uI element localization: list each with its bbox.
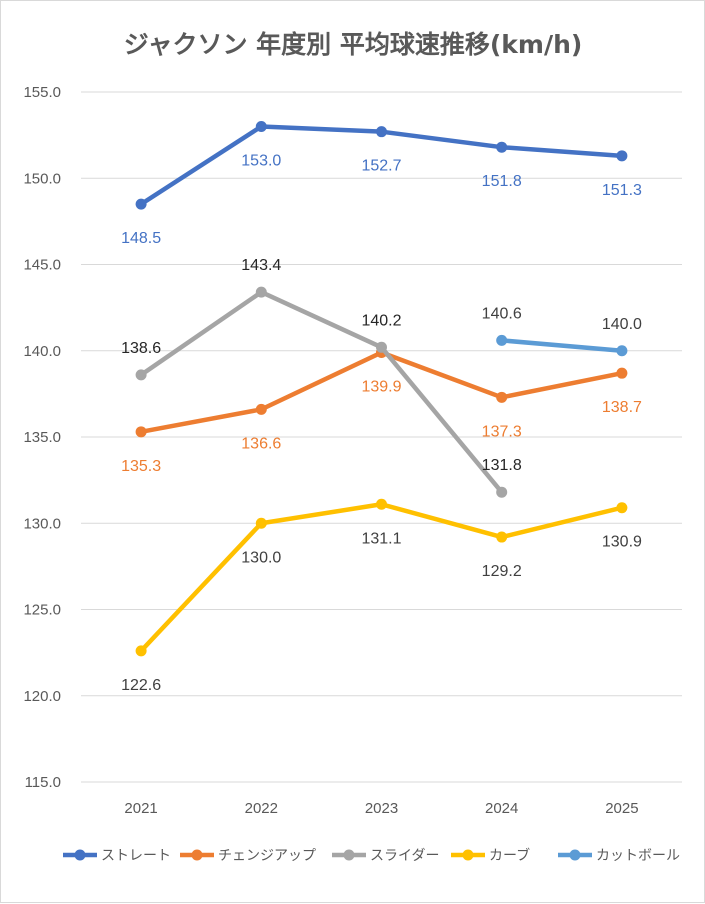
legend-swatch-marker — [74, 849, 86, 861]
data-point — [496, 141, 508, 153]
data-label: 130.9 — [602, 534, 642, 551]
x-tick-label: 2022 — [245, 800, 278, 817]
series-lines — [135, 121, 628, 657]
series-line — [138, 502, 625, 654]
series-line — [138, 289, 504, 495]
legend-label: カーブ — [489, 847, 530, 864]
data-point — [376, 498, 387, 510]
data-point — [376, 126, 387, 138]
series-line — [499, 338, 625, 353]
data-point — [496, 531, 508, 543]
y-tick-label: 155.0 — [23, 84, 61, 101]
data-label: 122.6 — [121, 677, 161, 694]
data-label: 148.5 — [121, 230, 161, 247]
data-label: 129.2 — [482, 563, 522, 580]
data-label: 131.8 — [482, 457, 522, 474]
data-label: 140.0 — [602, 316, 642, 333]
legend: ストレート チェンジアップ スライダー カーブ カットボール — [63, 847, 680, 864]
data-label: 136.6 — [241, 435, 281, 452]
data-point — [616, 150, 628, 162]
y-tick-label: 120.0 — [23, 688, 61, 705]
legend-item: カーブ — [451, 847, 530, 864]
x-tick-label: 2021 — [124, 800, 157, 817]
data-label: 140.6 — [482, 305, 522, 322]
data-point — [135, 369, 147, 381]
legend-label: スライダー — [370, 848, 439, 864]
y-tick-label: 145.0 — [23, 257, 61, 274]
legend-swatch-marker — [462, 849, 474, 861]
series — [496, 334, 628, 357]
data-point — [496, 391, 508, 403]
data-label: 151.8 — [482, 173, 522, 190]
series — [135, 121, 628, 210]
data-labels: 148.5 153.0 152.7 151.8 151.3 135.3 136.6 139.9… — [121, 153, 642, 694]
legend-swatch-marker — [191, 849, 203, 861]
data-label: 138.6 — [121, 340, 161, 357]
data-label: 130.0 — [241, 549, 281, 566]
legend-item: スライダー — [332, 848, 439, 864]
legend-swatch-marker — [569, 849, 581, 861]
legend-item: カットボール — [558, 848, 680, 864]
data-point — [496, 486, 508, 498]
data-point — [255, 286, 267, 298]
y-axis-ticks: 115.0 120.0 125.0 130.0 135.0 140.0 145.0 150.0… — [23, 84, 61, 791]
data-label: 139.9 — [361, 378, 401, 395]
legend-swatch-marker — [343, 849, 355, 861]
data-point — [135, 198, 147, 210]
x-tick-label: 2023 — [365, 800, 398, 817]
data-label: 135.3 — [121, 458, 161, 475]
legend-label: ストレート — [101, 848, 171, 864]
data-label: 151.3 — [602, 182, 642, 199]
data-point — [616, 345, 628, 357]
legend-label: チェンジアップ — [218, 848, 316, 864]
series — [135, 286, 508, 498]
data-point — [135, 426, 147, 438]
gridlines — [81, 91, 682, 783]
x-tick-label: 2024 — [485, 800, 518, 817]
data-point — [255, 403, 267, 415]
data-label: 138.7 — [602, 399, 642, 416]
y-tick-label: 140.0 — [23, 343, 61, 360]
data-point — [616, 502, 628, 514]
data-point — [376, 341, 387, 353]
data-label: 153.0 — [241, 153, 281, 170]
data-label: 143.4 — [241, 257, 281, 274]
legend-label: カットボール — [596, 848, 680, 864]
y-tick-label: 135.0 — [23, 429, 61, 446]
chart-title: ジャクソン 年度別 平均球速推移(km/h) — [124, 30, 583, 59]
y-tick-label: 150.0 — [23, 170, 61, 187]
legend-item: チェンジアップ — [180, 848, 316, 864]
data-point — [255, 121, 267, 132]
y-tick-label: 130.0 — [23, 515, 61, 532]
y-tick-label: 115.0 — [25, 774, 61, 791]
data-label: 131.1 — [361, 530, 401, 547]
series — [135, 498, 628, 657]
data-point — [135, 645, 147, 657]
data-point — [255, 517, 267, 529]
legend-item: ストレート — [63, 848, 171, 864]
data-point — [496, 334, 508, 346]
y-tick-label: 125.0 — [23, 602, 61, 619]
data-label: 137.3 — [482, 423, 522, 440]
data-point — [616, 367, 628, 379]
data-label: 152.7 — [361, 158, 401, 175]
x-tick-label: 2025 — [605, 800, 638, 817]
data-label: 140.2 — [361, 312, 401, 329]
x-axis-ticks: 2021 2022 2023 2024 2025 — [124, 800, 638, 817]
